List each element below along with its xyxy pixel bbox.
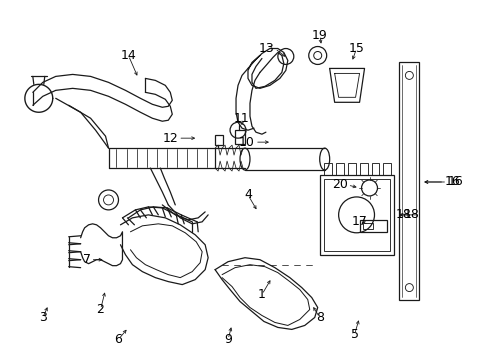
Text: 15: 15 bbox=[348, 42, 364, 55]
Text: 7: 7 bbox=[82, 253, 90, 266]
Text: 12: 12 bbox=[162, 132, 178, 145]
Text: 19: 19 bbox=[311, 29, 327, 42]
Bar bbox=[371, 163, 379, 175]
Bar bbox=[319, 175, 394, 255]
Text: 3: 3 bbox=[39, 311, 47, 324]
Bar bbox=[215, 135, 223, 145]
Text: 9: 9 bbox=[224, 333, 231, 346]
Text: 4: 4 bbox=[244, 188, 251, 202]
Text: 16: 16 bbox=[443, 175, 459, 189]
Text: 18: 18 bbox=[395, 208, 410, 221]
Bar bbox=[359, 163, 367, 175]
Bar bbox=[323, 163, 331, 175]
Bar bbox=[359, 220, 386, 232]
Bar bbox=[399, 62, 419, 300]
Text: 8: 8 bbox=[315, 311, 323, 324]
Bar bbox=[235, 130, 244, 144]
Bar bbox=[323, 179, 389, 251]
Text: 2: 2 bbox=[97, 303, 104, 316]
Text: 16: 16 bbox=[447, 175, 462, 189]
Text: 6: 6 bbox=[114, 333, 122, 346]
Text: 20: 20 bbox=[331, 179, 347, 192]
Bar bbox=[362, 223, 372, 229]
Text: 5: 5 bbox=[350, 328, 358, 341]
Text: 17: 17 bbox=[351, 215, 367, 228]
Text: 1: 1 bbox=[258, 288, 265, 301]
Text: 13: 13 bbox=[259, 42, 274, 55]
Text: 11: 11 bbox=[234, 112, 249, 125]
Text: 18: 18 bbox=[403, 208, 419, 221]
Text: 14: 14 bbox=[121, 49, 136, 62]
Bar bbox=[335, 163, 343, 175]
Text: 10: 10 bbox=[239, 136, 254, 149]
Bar bbox=[383, 163, 390, 175]
Bar bbox=[347, 163, 355, 175]
